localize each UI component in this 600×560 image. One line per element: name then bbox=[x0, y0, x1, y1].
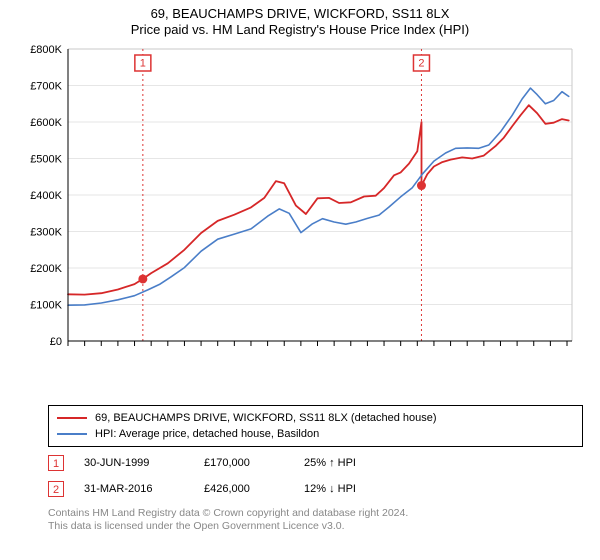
svg-text:£600K: £600K bbox=[30, 117, 62, 129]
legend-box: 69, BEAUCHAMPS DRIVE, WICKFORD, SS11 8LX… bbox=[48, 405, 583, 447]
sale-price: £170,000 bbox=[204, 457, 304, 469]
legend-label: HPI: Average price, detached house, Basi… bbox=[95, 428, 319, 440]
title-subtitle: Price paid vs. HM Land Registry's House … bbox=[0, 22, 600, 38]
sale-marker-box: 2 bbox=[48, 481, 64, 497]
legend-swatch bbox=[57, 417, 87, 419]
legend-label: 69, BEAUCHAMPS DRIVE, WICKFORD, SS11 8LX… bbox=[95, 412, 437, 424]
svg-text:£300K: £300K bbox=[30, 226, 62, 238]
svg-text:£200K: £200K bbox=[30, 263, 62, 275]
legend-row: HPI: Average price, detached house, Basi… bbox=[57, 426, 574, 442]
sale-date: 31-MAR-2016 bbox=[84, 483, 204, 495]
title-address: 69, BEAUCHAMPS DRIVE, WICKFORD, SS11 8LX bbox=[0, 6, 600, 22]
sales-list: 1 30-JUN-1999£170,00025% ↑ HPI 2 31-MAR-201… bbox=[0, 453, 600, 499]
sale-row: 1 30-JUN-1999£170,00025% ↑ HPI bbox=[48, 453, 600, 473]
sale-row: 2 31-MAR-2016£426,00012% ↓ HPI bbox=[48, 479, 600, 499]
sale-marker-box: 1 bbox=[48, 455, 64, 471]
svg-text:1: 1 bbox=[140, 57, 146, 69]
chart-titles: 69, BEAUCHAMPS DRIVE, WICKFORD, SS11 8LX… bbox=[0, 0, 600, 39]
sale-date: 30-JUN-1999 bbox=[84, 457, 204, 469]
svg-text:£700K: £700K bbox=[30, 80, 62, 92]
sale-delta: 12% ↓ HPI bbox=[304, 483, 424, 495]
legend-swatch bbox=[57, 433, 87, 435]
svg-text:£800K: £800K bbox=[30, 44, 62, 56]
svg-text:2: 2 bbox=[418, 57, 424, 69]
svg-text:£400K: £400K bbox=[30, 190, 62, 202]
svg-text:£100K: £100K bbox=[30, 299, 62, 311]
footer-line-2: This data is licensed under the Open Gov… bbox=[48, 520, 600, 534]
footer-line-1: Contains HM Land Registry data © Crown c… bbox=[48, 507, 600, 521]
sale-price: £426,000 bbox=[204, 483, 304, 495]
svg-text:£500K: £500K bbox=[30, 153, 62, 165]
chart-area: £0 £100K £200K £300K £400K £500K £600K £700K £80… bbox=[20, 39, 580, 399]
line-chart-svg: £0 £100K £200K £300K £400K £500K £600K £700K £80… bbox=[20, 39, 580, 399]
sale-delta: 25% ↑ HPI bbox=[304, 457, 424, 469]
svg-text:£0: £0 bbox=[50, 336, 62, 348]
legend-row: 69, BEAUCHAMPS DRIVE, WICKFORD, SS11 8LX… bbox=[57, 410, 574, 426]
attribution-footer: Contains HM Land Registry data © Crown c… bbox=[48, 507, 600, 534]
